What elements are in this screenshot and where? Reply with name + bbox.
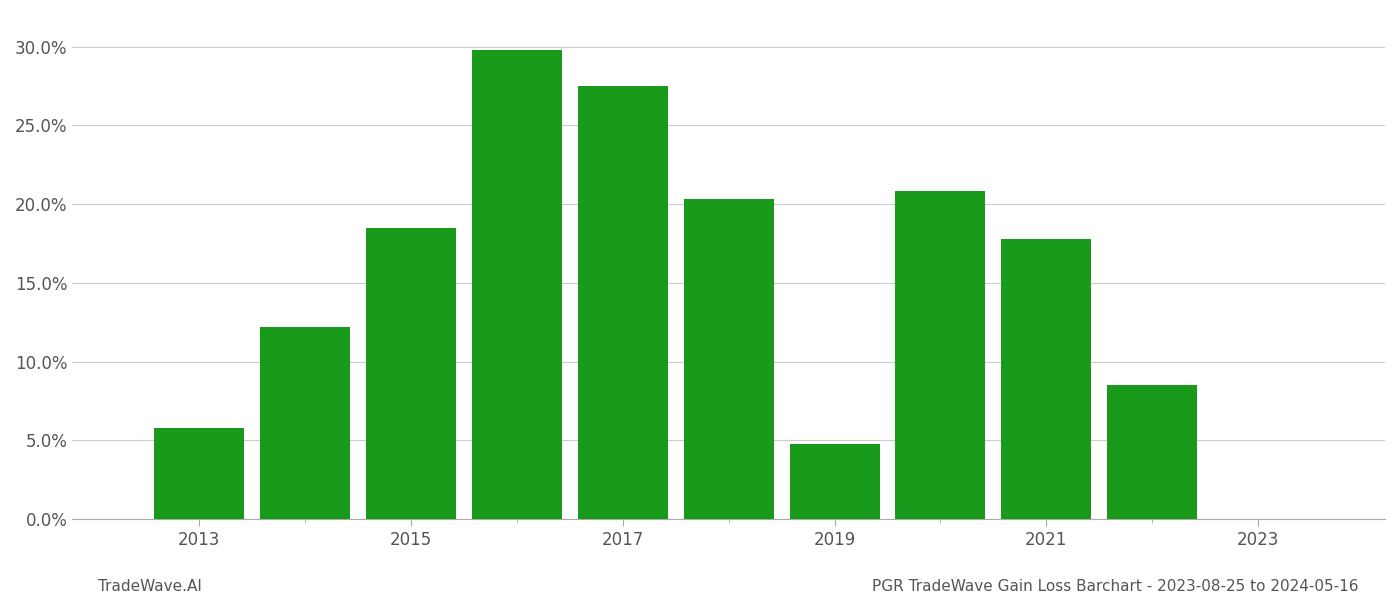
Bar [683, 199, 774, 519]
Bar [154, 428, 245, 519]
Bar [260, 327, 350, 519]
Bar [367, 228, 456, 519]
Bar [896, 191, 986, 519]
Bar [790, 443, 879, 519]
Bar [472, 50, 561, 519]
Text: TradeWave.AI: TradeWave.AI [98, 579, 202, 594]
Bar [1107, 385, 1197, 519]
Bar [1001, 239, 1091, 519]
Bar [578, 86, 668, 519]
Text: PGR TradeWave Gain Loss Barchart - 2023-08-25 to 2024-05-16: PGR TradeWave Gain Loss Barchart - 2023-… [871, 579, 1358, 594]
